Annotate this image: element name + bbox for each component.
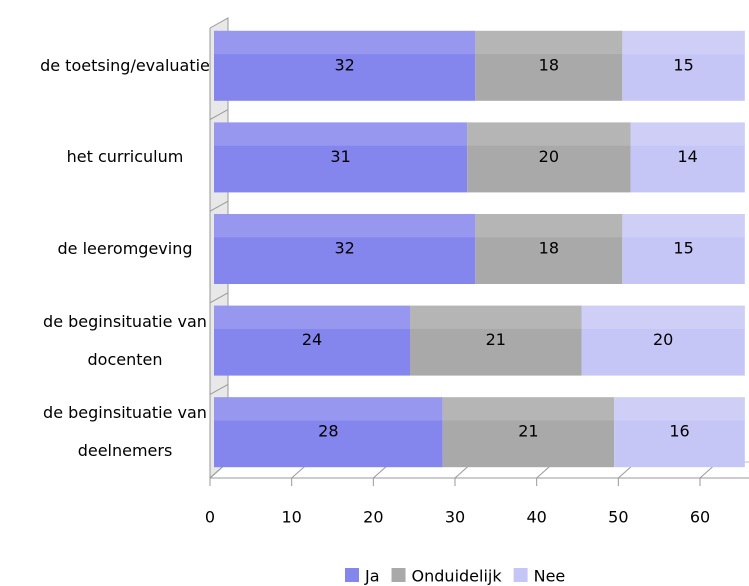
value-label: 20 bbox=[539, 147, 559, 166]
bar-highlight bbox=[442, 397, 615, 421]
x-tick-label: 20 bbox=[363, 508, 383, 527]
value-label: 31 bbox=[330, 147, 350, 166]
legend-label: Ja bbox=[364, 567, 380, 586]
legend-swatch bbox=[391, 568, 406, 582]
bar-highlight bbox=[614, 397, 745, 421]
category-label: het curriculum bbox=[66, 147, 184, 167]
bar-segment bbox=[622, 214, 745, 284]
bar-segment bbox=[214, 214, 476, 284]
bar-segment bbox=[622, 30, 745, 101]
bar-highlight bbox=[581, 305, 745, 329]
value-label: 18 bbox=[539, 239, 559, 258]
bar-highlight bbox=[410, 305, 582, 329]
bar-highlight bbox=[214, 214, 476, 238]
bar-highlight bbox=[475, 30, 623, 55]
bar-segment bbox=[614, 397, 745, 468]
bar-segment bbox=[475, 214, 623, 284]
value-label: 20 bbox=[653, 330, 673, 349]
bar-segment bbox=[214, 30, 476, 101]
legend-swatch bbox=[345, 568, 359, 582]
category-label: de leeromgeving bbox=[57, 239, 193, 258]
x-tick-label: 60 bbox=[690, 508, 710, 527]
value-label: 28 bbox=[318, 422, 338, 441]
value-label: 15 bbox=[673, 55, 693, 74]
bar-segment bbox=[581, 305, 745, 376]
value-label: 14 bbox=[677, 147, 697, 166]
legend-label: Onduidelijk bbox=[412, 567, 503, 586]
bar-segment bbox=[214, 397, 443, 468]
x-tick-label: 40 bbox=[526, 508, 546, 527]
x-tick-label: 10 bbox=[281, 508, 301, 527]
bar-segment bbox=[630, 122, 745, 193]
category-separator bbox=[209, 383, 229, 395]
x-tick-label: 0 bbox=[205, 508, 215, 527]
bar-highlight bbox=[475, 214, 623, 238]
value-label: 15 bbox=[673, 239, 693, 258]
bar-highlight bbox=[630, 122, 745, 146]
bar-highlight bbox=[467, 122, 631, 146]
bar-segment bbox=[442, 397, 615, 468]
bar-highlight bbox=[214, 122, 468, 146]
value-label: 32 bbox=[334, 239, 354, 258]
bar-segment bbox=[214, 122, 468, 193]
bar-segment bbox=[475, 30, 623, 101]
bar-segment bbox=[214, 305, 410, 376]
value-label: 21 bbox=[518, 422, 538, 441]
category-separator bbox=[209, 292, 229, 304]
bar-highlight bbox=[214, 305, 410, 329]
bar-highlight bbox=[214, 397, 443, 421]
legend-swatch bbox=[513, 568, 528, 582]
value-label: 32 bbox=[334, 55, 354, 74]
legend-label: Nee bbox=[534, 567, 566, 586]
value-label: 18 bbox=[539, 55, 559, 74]
value-label: 24 bbox=[302, 330, 322, 349]
value-label: 21 bbox=[486, 330, 506, 349]
category-separator bbox=[209, 109, 229, 121]
bar-highlight bbox=[214, 30, 476, 55]
bar-highlight bbox=[622, 30, 745, 55]
category-label: de beginsituatie van deelnemers bbox=[43, 403, 207, 461]
category-separator bbox=[209, 200, 229, 212]
category-label: de beginsituatie van docenten bbox=[43, 311, 207, 369]
x-tick-label: 30 bbox=[445, 508, 465, 527]
bar-segment bbox=[467, 122, 631, 193]
value-label: 16 bbox=[669, 422, 689, 441]
category-label: de toetsing/evaluatie bbox=[40, 55, 210, 75]
bar-segment bbox=[410, 305, 582, 376]
bar-highlight bbox=[622, 214, 745, 238]
x-tick-label: 50 bbox=[608, 508, 628, 527]
